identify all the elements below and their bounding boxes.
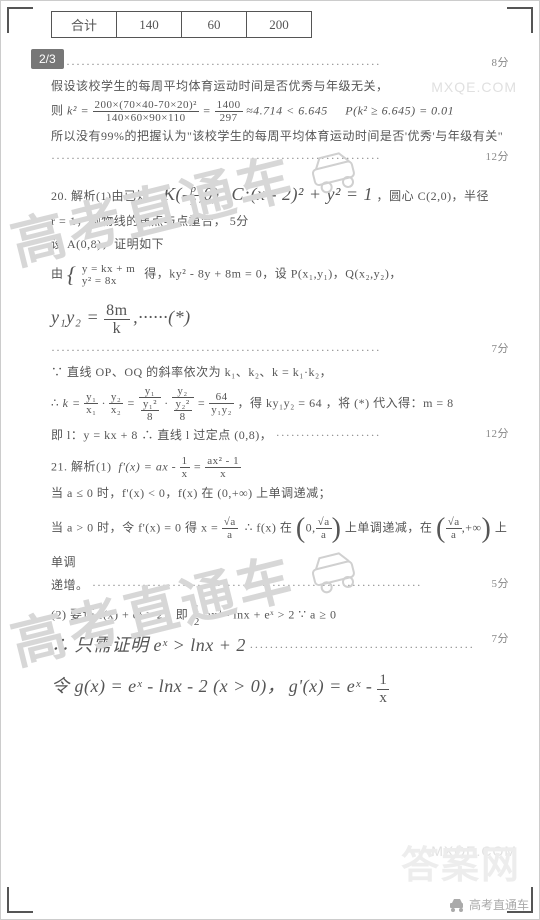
equation-line: 当 a > 0 时，令 f'(x) = 0 得 x = √aa ∴ f(x) 在… (51, 505, 509, 573)
text-line: ∵ 直线 OP、OQ 的斜率依次为 k₁、k₂、k = k₁·k₂， (51, 362, 509, 382)
bg-watermark: 答案网 (401, 834, 521, 889)
cell-val: 140 (117, 12, 182, 38)
page: 合计 140 60 200 2/3 ······················… (0, 0, 540, 920)
equation-line: 21. 解析(1) f'(x) = ax - 1x = ax² - 1x (51, 455, 509, 480)
cell-val: 60 (182, 12, 247, 38)
text-line: 所以没有99%的把握认为"该校学生的每周平均体育运动时间是否'优秀'与年级有关" (51, 126, 509, 146)
equation-line: 20. 解析(1)由已知 K(-p2,0) C:(x - 2)² + y² = … (51, 179, 509, 210)
text-line: 设 A(0,8)，证明如下 (51, 234, 509, 254)
corner-tl (7, 7, 33, 33)
circle-eq: C:(x - 2)² + y² = 1 (232, 184, 374, 204)
text: P(k² ≥ 6.645) = 0.01 (345, 103, 454, 117)
text-line: 即 l：y = kx + 8 ∴ 直线 l 过定点 (0,8)， ·······… (51, 425, 509, 445)
page-indicator-badge: 2/3 (31, 49, 64, 69)
score: 7分 (492, 340, 510, 359)
equation-line: 令 g(x) = eˣ - lnx - 2 (x > 0)， g'(x) = e… (51, 671, 509, 706)
equation-line: ∴ 只需证明 eˣ > lnx + 2 ····················… (51, 630, 509, 661)
score-line: ········································… (51, 340, 509, 360)
score: 12分 (486, 425, 510, 444)
text: ，得 ky₁y₂ = 64 ，将 (*) 代入得：m = 8 (237, 396, 453, 410)
equation-line: 则 k² = 200×(70×40-70×20)² 140×60×90×110 … (51, 99, 509, 124)
text: 得，ky² - 8y + 8m = 0，设 P(x₁,y₁)，Q(x₂,y₂)， (144, 267, 402, 281)
score: 5分 (492, 575, 510, 594)
score-line: ········································… (51, 54, 509, 74)
fraction: 200×(70×40-70×20)² 140×60×90×110 (93, 99, 199, 124)
text: 则 (51, 103, 64, 117)
score-line: ········································… (51, 148, 509, 168)
bottom-watermark: 高考直通车 (449, 896, 529, 913)
score: 7分 (492, 630, 510, 649)
text-line: r = 1，抛物线的焦点与点重合， 5分 (51, 211, 509, 231)
text: 圆心 C(2,0)，半径 (389, 189, 489, 203)
table-row: 合计 140 60 200 (52, 12, 312, 38)
text: 20. 解析(1)由已知 (51, 189, 149, 203)
car-icon (449, 897, 465, 913)
cell-val: 200 (247, 12, 312, 38)
text-line: 当 a ≤ 0 时，f'(x) < 0，f(x) 在 (0,+∞) 上单调递减； (51, 483, 509, 503)
summary-table: 合计 140 60 200 (51, 11, 312, 38)
score: 8分 (492, 54, 510, 73)
equation-line: y₁y₂ = 8m k ,······(*) (51, 302, 509, 338)
fraction: 1400 297 (215, 99, 243, 124)
cell-label: 合计 (52, 12, 117, 38)
equation-line: 由 { y = kx + m y² = 8x 得，ky² - 8y + 8m =… (51, 256, 509, 293)
corner-tr (507, 7, 533, 33)
point-K: K(-p2,0) (163, 184, 225, 204)
text: ≈4.714 < 6.645 (246, 103, 328, 117)
score: 12分 (486, 148, 510, 167)
url-watermark: MXQE.COM (431, 79, 517, 95)
corner-bl (7, 887, 33, 913)
text-line: 递增。 ····································… (51, 575, 509, 595)
equation-line: ∴ k = y₁x₁ · y₂x₂ = y₁y₁²8 · y₂y₂²8 = 64… (51, 385, 509, 423)
equation-line: (2) 要证 f(x) + eˣ > 2，即 12 ax² - lnx + eˣ… (51, 603, 509, 628)
